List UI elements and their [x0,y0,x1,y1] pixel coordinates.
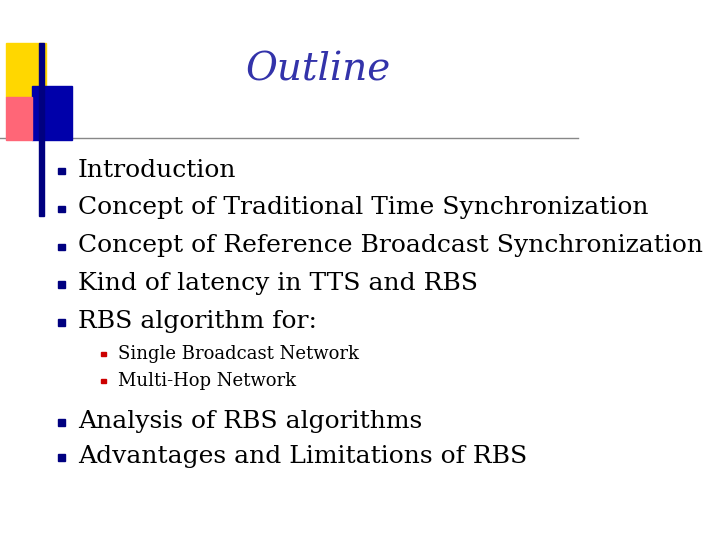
Bar [101,352,106,356]
Text: Multi-Hop Network: Multi-Hop Network [118,372,297,390]
Bar [58,454,65,461]
Bar [40,43,44,216]
Text: Introduction: Introduction [78,159,236,181]
Bar [32,86,72,140]
Bar [58,419,65,426]
Text: Concept of Reference Broadcast Synchronization: Concept of Reference Broadcast Synchroni… [78,234,703,257]
Text: Single Broadcast Network: Single Broadcast Network [118,345,359,363]
Bar [101,379,106,383]
Text: Concept of Traditional Time Synchronization: Concept of Traditional Time Synchronizat… [78,197,649,219]
Bar [58,281,65,288]
Bar [58,168,65,174]
Bar [58,319,65,326]
Bar [6,97,32,140]
Text: Outline: Outline [245,52,390,89]
Bar [58,206,65,212]
Text: Kind of latency in TTS and RBS: Kind of latency in TTS and RBS [78,272,478,295]
Text: RBS algorithm for:: RBS algorithm for: [78,310,317,333]
Text: Advantages and Limitations of RBS: Advantages and Limitations of RBS [78,445,527,468]
Text: Analysis of RBS algorithms: Analysis of RBS algorithms [78,410,422,433]
Bar [6,43,46,97]
Bar [58,244,65,250]
